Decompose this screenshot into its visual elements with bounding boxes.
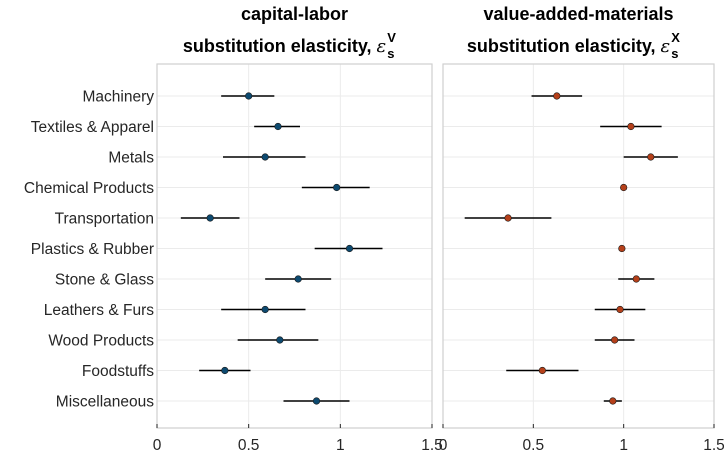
panel-1-point-10: [312, 397, 321, 405]
panel-1-point-3: [333, 183, 341, 192]
category-label-10: Miscellaneous: [56, 394, 154, 411]
panel-1-title-line1: capital-labor: [241, 4, 348, 24]
panel-2-point-2: [647, 153, 655, 161]
panel-1-point-7: [261, 305, 269, 314]
panel-1-xtick-label-1: 0.5: [238, 437, 260, 454]
panel-1-point-2: [261, 153, 269, 161]
panel-1-xtick-label-2: 1: [336, 437, 345, 454]
category-label-1: Textiles & Apparel: [31, 119, 154, 136]
panel-1-xtick-label-0: 0: [153, 437, 162, 454]
panel-1-point-9: [221, 366, 229, 375]
panel-2-title-line1: value-added-materials: [483, 4, 673, 24]
panel-2-point-3: [620, 183, 628, 192]
panel-1-title-superscript: V: [387, 30, 396, 45]
category-label-2: Metals: [108, 150, 154, 167]
panel-1-point-5: [345, 244, 354, 253]
panel-1-xtick-label-3: 1.5: [421, 437, 443, 454]
panel-2-xtick-label-1: 0.5: [523, 437, 545, 454]
panel-2-point-7: [616, 305, 624, 314]
panel-1-title-line2: substitution elasticity, ε: [183, 36, 386, 57]
panel-1-point-8: [276, 336, 284, 344]
panel-2-title-line2: substitution elasticity, ε: [467, 36, 670, 57]
category-label-8: Wood Products: [48, 333, 154, 350]
panel-2-point-0: [553, 92, 561, 100]
category-label-9: Foodstuffs: [82, 363, 154, 380]
panel-1-title-subscript: s: [387, 46, 394, 61]
panel-1-point-6: [294, 275, 302, 283]
category-label-0: Machinery: [83, 89, 155, 106]
category-label-3: Chemical Products: [24, 180, 154, 197]
panel-2-point-1: [627, 122, 635, 131]
panel-1-point-4: [206, 214, 214, 222]
category-label-5: Plastics & Rubber: [31, 241, 154, 258]
panel-2-point-9: [538, 366, 546, 375]
panel-2-xtick-label-2: 1: [619, 437, 628, 454]
panel-2-point-6: [632, 275, 640, 283]
panel-2-point-8: [611, 336, 619, 344]
panel-2-title-subscript: s: [671, 46, 678, 61]
panel-1-point-0: [245, 92, 253, 100]
category-label-6: Stone & Glass: [55, 272, 154, 289]
category-label-4: Transportation: [55, 211, 154, 228]
category-label-7: Leathers & Furs: [44, 302, 155, 319]
panel-1-frame: [156, 63, 433, 429]
panel-2-point-5: [618, 244, 626, 253]
panel-2-xtick-label-3: 1.5: [703, 437, 724, 454]
panel-2-title-superscript: X: [671, 30, 680, 45]
panel-2-point-4: [504, 214, 512, 222]
panel-2-point-10: [609, 397, 617, 405]
panel-2-frame: [442, 63, 715, 429]
panel-2-xtick-label-0: 0: [439, 437, 448, 454]
panel-1-point-1: [274, 122, 282, 131]
